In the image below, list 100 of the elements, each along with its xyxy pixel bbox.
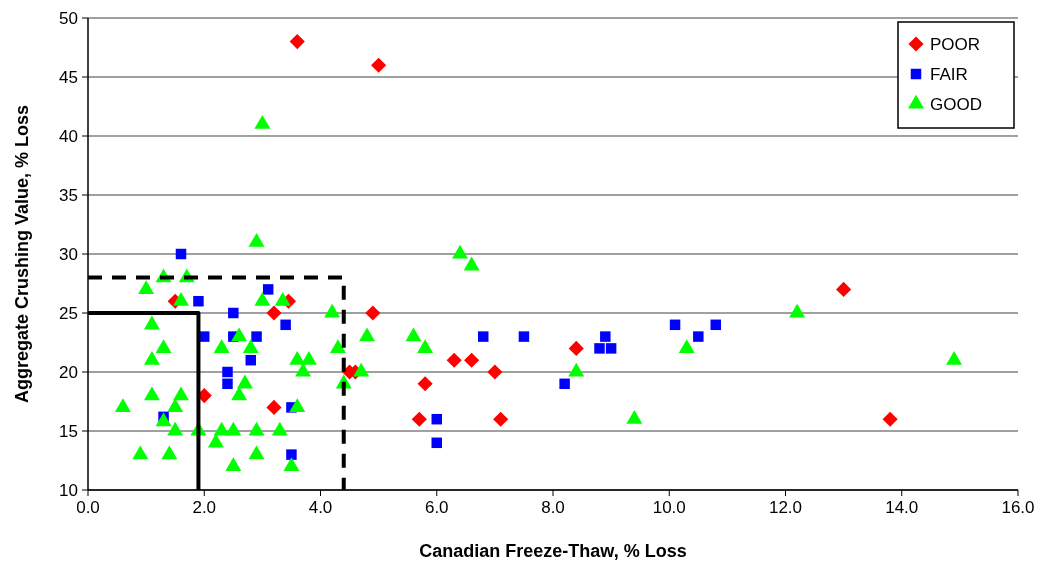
point	[175, 248, 187, 260]
point	[463, 256, 480, 271]
x-tick-label: 6.0	[424, 498, 449, 517]
point	[236, 374, 253, 389]
point	[242, 339, 259, 353]
point	[207, 433, 224, 448]
point	[411, 411, 427, 427]
point	[161, 445, 178, 460]
point	[143, 386, 160, 401]
point	[254, 292, 271, 306]
point	[228, 307, 239, 319]
y-tick-label: 25	[59, 303, 78, 323]
point	[289, 34, 305, 50]
point	[600, 331, 611, 342]
point	[248, 421, 265, 436]
point	[271, 421, 288, 436]
point	[213, 339, 230, 353]
point	[143, 351, 160, 365]
point	[568, 362, 585, 377]
point	[693, 331, 704, 342]
point	[568, 340, 584, 356]
point	[359, 327, 375, 342]
point	[493, 411, 509, 427]
point	[946, 351, 963, 365]
point	[678, 339, 695, 353]
point	[431, 437, 442, 449]
point	[222, 366, 233, 378]
legend-label: POOR	[930, 34, 981, 54]
point	[559, 378, 570, 390]
y-tick-label: 30	[59, 244, 78, 264]
point	[324, 303, 341, 318]
point	[594, 343, 605, 354]
y-tick-label: 10	[59, 480, 78, 500]
point	[167, 398, 184, 412]
y-tick-label: 45	[59, 67, 78, 87]
x-tick-label: 8.0	[541, 498, 565, 517]
point	[173, 292, 189, 306]
point	[289, 398, 306, 412]
point	[283, 457, 300, 471]
point	[280, 319, 291, 331]
point	[452, 244, 468, 259]
point	[266, 399, 282, 415]
x-tick-label: 10.0	[652, 498, 686, 517]
point	[254, 115, 271, 129]
x-axis-title: Canadian Freeze-Thaw, % Loss	[419, 541, 687, 561]
point	[245, 354, 256, 366]
point	[329, 339, 346, 353]
y-tick-label: 40	[59, 126, 78, 146]
legend-label: GOOD	[930, 94, 982, 114]
point	[155, 412, 172, 427]
point	[138, 280, 155, 294]
point	[300, 351, 317, 365]
point	[155, 339, 172, 353]
point	[417, 339, 434, 353]
x-tick-label: 4.0	[308, 498, 333, 517]
point	[143, 315, 160, 330]
x-tick-label: 0.0	[76, 498, 100, 517]
point	[225, 457, 242, 471]
point	[132, 445, 149, 460]
point	[199, 331, 210, 342]
point	[231, 327, 248, 342]
y-tick-label: 35	[59, 185, 78, 205]
y-tick-label: 50	[59, 8, 78, 28]
point	[417, 376, 433, 392]
y-tick-label: 15	[59, 421, 78, 441]
point	[405, 327, 422, 342]
point	[295, 362, 312, 377]
point	[266, 305, 282, 321]
point	[789, 303, 806, 318]
point	[605, 343, 617, 354]
point	[173, 386, 189, 401]
point	[114, 398, 131, 412]
point	[289, 351, 306, 365]
point	[167, 421, 184, 436]
y-tick-label: 20	[59, 362, 78, 382]
x-tick-label: 14.0	[885, 498, 919, 517]
point	[710, 319, 721, 331]
point	[464, 352, 480, 368]
point	[222, 378, 233, 390]
point	[248, 233, 265, 247]
point	[478, 331, 489, 342]
point	[518, 331, 530, 342]
point	[193, 295, 204, 307]
point	[365, 305, 381, 321]
point	[353, 362, 370, 377]
point	[669, 319, 681, 331]
x-tick-label: 16.0	[1001, 498, 1035, 517]
point	[225, 421, 242, 436]
point	[231, 386, 248, 401]
point	[836, 281, 852, 297]
point	[248, 445, 265, 460]
point	[446, 352, 462, 368]
point	[882, 411, 898, 427]
point	[431, 413, 442, 425]
x-tick-label: 2.0	[192, 498, 217, 517]
legend-label: FAIR	[930, 64, 968, 84]
point	[626, 410, 643, 424]
point	[286, 449, 297, 460]
y-axis-title: Aggregate Crushing Value, % Loss	[12, 104, 32, 404]
point	[251, 331, 262, 342]
